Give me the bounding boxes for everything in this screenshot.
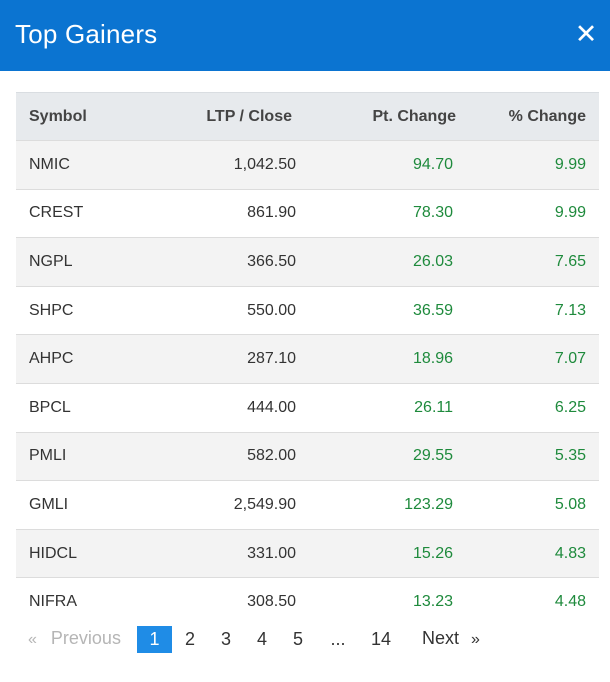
cell-pt-change: 26.03 <box>412 252 453 270</box>
column-header-ltp[interactable]: LTP / Close <box>166 92 309 141</box>
cell-symbol[interactable]: NIFRA <box>29 593 77 611</box>
gainers-table-container: Symbol LTP / Close Pt. Change % Change N… <box>16 92 599 627</box>
cell-pct-change: 7.13 <box>554 301 586 319</box>
table-row[interactable]: GMLI 2,549.90 123.29 5.08 <box>16 480 599 530</box>
page-1-button[interactable]: 1 <box>137 625 172 653</box>
page-14-button[interactable]: 14 <box>370 628 392 649</box>
modal-title: Top Gainers <box>15 19 158 49</box>
page-2-button[interactable]: 2 <box>184 628 195 649</box>
cell-pt-change: 36.59 <box>412 301 453 319</box>
table-row[interactable]: CREST 861.90 78.30 9.99 <box>16 189 599 238</box>
table-row[interactable]: NIFRA 308.50 13.23 4.48 <box>16 577 599 627</box>
table-row[interactable]: HIDCL 331.00 15.26 4.83 <box>16 529 599 578</box>
cell-symbol[interactable]: NMIC <box>29 155 70 173</box>
cell-ltp: 366.50 <box>247 252 296 270</box>
page-3-button[interactable]: 3 <box>220 628 231 649</box>
table-row[interactable]: SHPC 550.00 36.59 7.13 <box>16 286 599 335</box>
cell-symbol[interactable]: NGPL <box>29 252 73 270</box>
cell-pct-change: 5.08 <box>554 495 586 513</box>
table-row[interactable]: NMIC 1,042.50 94.70 9.99 <box>16 140 599 190</box>
cell-symbol[interactable]: AHPC <box>29 350 74 368</box>
cell-symbol[interactable]: HIDCL <box>29 544 78 562</box>
cell-ltp: 1,042.50 <box>233 155 296 173</box>
cell-pct-change: 6.25 <box>554 398 586 416</box>
cell-pt-change: 13.23 <box>412 593 453 611</box>
cell-symbol[interactable]: CREST <box>29 204 84 222</box>
cell-pt-change: 15.26 <box>412 544 453 562</box>
cell-ltp: 2,549.90 <box>233 495 296 513</box>
cell-symbol[interactable]: PMLI <box>29 447 67 465</box>
cell-pct-change: 4.83 <box>554 544 586 562</box>
cell-symbol[interactable]: SHPC <box>29 301 74 319</box>
page-4-button[interactable]: 4 <box>256 628 267 649</box>
double-left-arrow-icon: « <box>28 631 37 648</box>
next-page-button[interactable]: Next » <box>422 625 480 653</box>
cell-pct-change: 7.65 <box>554 252 586 270</box>
cell-symbol[interactable]: GMLI <box>29 495 69 513</box>
cell-pt-change: 18.96 <box>412 350 453 368</box>
double-right-arrow-icon: » <box>471 631 480 648</box>
table-header-row: Symbol LTP / Close Pt. Change % Change <box>16 92 599 141</box>
cell-pct-change: 9.99 <box>554 204 586 222</box>
cell-pt-change: 26.11 <box>414 398 453 416</box>
cell-pct-change: 5.35 <box>554 447 586 465</box>
cell-pt-change: 78.30 <box>412 204 453 222</box>
column-header-pt-change[interactable]: Pt. Change <box>309 92 466 141</box>
cell-ltp: 582.00 <box>247 447 296 465</box>
gainers-table: Symbol LTP / Close Pt. Change % Change N… <box>16 92 599 627</box>
cell-pct-change: 9.99 <box>554 155 586 173</box>
cell-ltp: 287.10 <box>247 350 296 368</box>
cell-pt-change: 94.70 <box>412 155 453 173</box>
page-5-button[interactable]: 5 <box>292 628 303 649</box>
cell-pt-change: 29.55 <box>412 447 453 465</box>
close-icon[interactable]: ✕ <box>574 19 598 49</box>
previous-page-button[interactable]: « Previous <box>28 625 121 653</box>
pagination-ellipsis: ... <box>330 628 346 649</box>
column-header-pct-change[interactable]: % Change <box>466 92 599 141</box>
table-row[interactable]: BPCL 444.00 26.11 6.25 <box>16 383 599 433</box>
modal-header: Top Gainers ✕ <box>0 0 610 71</box>
cell-ltp: 444.00 <box>247 398 296 416</box>
next-label: Next <box>422 628 460 648</box>
table-row[interactable]: NGPL 366.50 26.03 7.65 <box>16 237 599 287</box>
cell-ltp: 331.00 <box>247 544 296 562</box>
cell-pt-change: 123.29 <box>404 495 453 513</box>
column-header-symbol[interactable]: Symbol <box>16 92 166 141</box>
cell-ltp: 861.90 <box>247 204 296 222</box>
cell-pct-change: 7.07 <box>554 350 586 368</box>
cell-symbol[interactable]: BPCL <box>29 398 71 416</box>
cell-ltp: 550.00 <box>247 301 296 319</box>
previous-label: Previous <box>50 628 121 648</box>
table-row[interactable]: PMLI 582.00 29.55 5.35 <box>16 432 599 481</box>
cell-ltp: 308.50 <box>247 593 296 611</box>
table-row[interactable]: AHPC 287.10 18.96 7.07 <box>16 334 599 384</box>
pagination: « Previous 1 2 3 4 5 ... 14 Next » <box>16 625 599 653</box>
cell-pct-change: 4.48 <box>554 593 586 611</box>
